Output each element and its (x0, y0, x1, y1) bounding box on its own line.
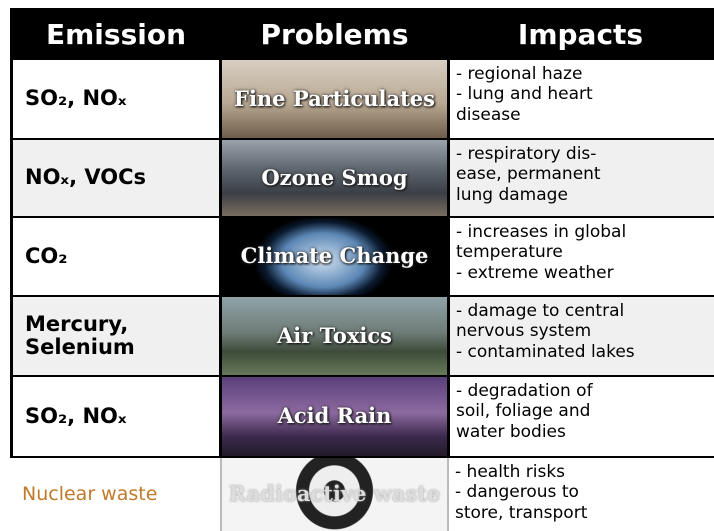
impact-line: disease (456, 105, 708, 125)
impact-line: water bodies (456, 422, 708, 442)
impact-line: - respiratory dis- (456, 144, 708, 164)
impact-line: - health risks (455, 462, 708, 482)
impact-line: soil, foliage and (456, 401, 708, 421)
emission-cell: SO₂, NOₓ (10, 377, 222, 456)
impact-line: store, transport (455, 503, 708, 523)
impact-line: temperature (456, 242, 708, 262)
header-cell: Emission (10, 8, 222, 60)
problem-image: Radioactive waste (222, 458, 447, 531)
impact-line: - damage to central (456, 301, 708, 321)
problem-image: Acid Rain (222, 377, 447, 456)
emission-cell: Mercury, Selenium (10, 297, 222, 375)
problem-image: Ozone Smog (222, 140, 447, 216)
emission-cell: Nuclear waste (10, 458, 222, 531)
impact-line: - dangerous to (455, 482, 708, 502)
impact-line: nervous system (456, 321, 708, 341)
impact-line: - degradation of (456, 381, 708, 401)
impact-line: lung damage (456, 185, 708, 205)
impact-line: - extreme weather (456, 263, 708, 283)
impact-line: - lung and heart (456, 84, 708, 104)
impact-line: - increases in global (456, 222, 708, 242)
impact-line: ease, permanent (456, 164, 708, 184)
problem-image: Climate Change (222, 218, 447, 295)
problem-image: Air Toxics (222, 297, 447, 375)
impact-line: - regional haze (456, 64, 708, 84)
header-cell: Impacts (447, 8, 714, 60)
page: EmissionProblemsImpactsSO₂, NOₓFine Part… (0, 0, 714, 531)
header-cell: Problems (222, 8, 447, 60)
emission-cell: NOₓ, VOCs (10, 140, 222, 216)
emission-cell: CO₂ (10, 218, 222, 295)
problem-image: Fine Particulates (222, 60, 447, 138)
impact-line: - contaminated lakes (456, 342, 708, 362)
emission-cell: SO₂, NOₓ (10, 60, 222, 138)
